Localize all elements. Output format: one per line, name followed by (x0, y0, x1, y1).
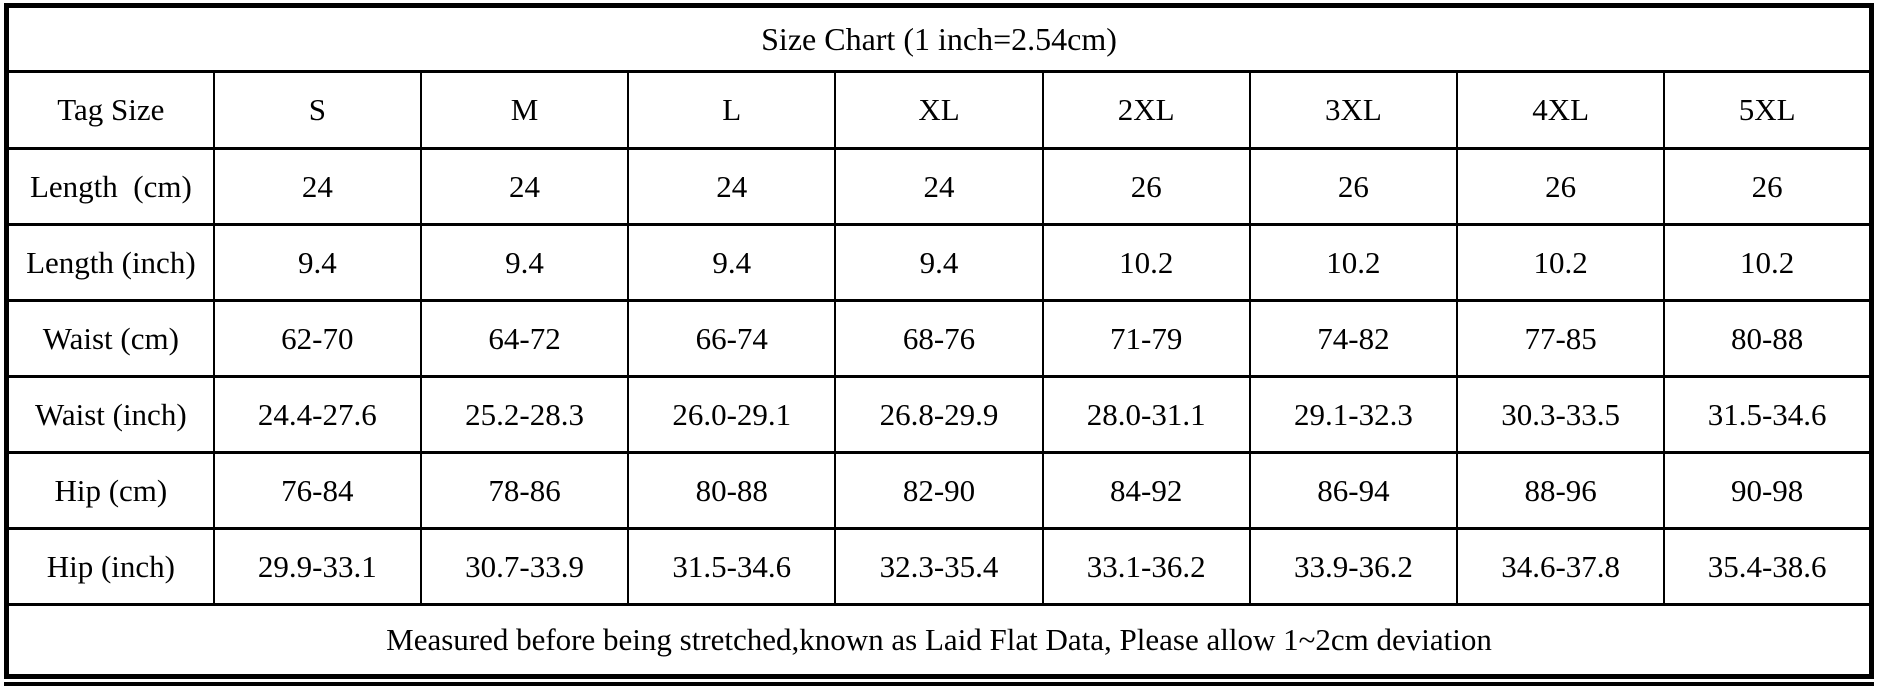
column-header-xl: XL (834, 70, 1044, 150)
size-value-cell: 62-70 (212, 299, 422, 378)
table-row-hip-cm: Hip (cm) 76-84 78-86 80-88 82-90 84-92 8… (5, 451, 1873, 530)
size-value-cell: 64-72 (419, 299, 630, 378)
size-value-cell: 26 (1248, 147, 1459, 226)
size-value-cell: 88-96 (1456, 451, 1666, 530)
size-value-cell: 10.2 (1041, 223, 1251, 302)
size-value-cell: 9.4 (419, 223, 630, 302)
table-row-length-cm: Length (cm) 24 24 24 24 26 26 26 26 (5, 147, 1873, 226)
column-header-2xl: 2XL (1041, 70, 1251, 150)
row-label: Hip (cm) (5, 451, 215, 530)
size-value-cell: 34.6-37.8 (1456, 527, 1666, 606)
table-row-title: Size Chart (1 inch=2.54cm) (5, 4, 1873, 73)
size-value-cell: 10.2 (1248, 223, 1459, 302)
column-header-s: S (212, 70, 422, 150)
table-row-waist-cm: Waist (cm) 62-70 64-72 66-74 68-76 71-79… (5, 299, 1873, 378)
row-label: Length (cm) (5, 147, 215, 226)
table-header-row: Tag Size S M L XL 2XL 3XL 4XL 5XL (5, 70, 1873, 150)
size-value-cell: 33.1-36.2 (1041, 527, 1251, 606)
size-value-cell: 24 (419, 147, 630, 226)
size-value-cell: 29.1-32.3 (1248, 375, 1459, 454)
size-value-cell: 74-82 (1248, 299, 1459, 378)
size-value-cell: 80-88 (627, 451, 837, 530)
bottom-double-border-line (4, 682, 1874, 686)
size-value-cell: 33.9-36.2 (1248, 527, 1459, 606)
size-value-cell: 68-76 (834, 299, 1044, 378)
size-value-cell: 24.4-27.6 (212, 375, 422, 454)
size-value-cell: 82-90 (834, 451, 1044, 530)
size-value-cell: 76-84 (212, 451, 422, 530)
size-value-cell: 78-86 (419, 451, 630, 530)
row-label: Waist (inch) (5, 375, 215, 454)
size-value-cell: 86-94 (1248, 451, 1459, 530)
column-header-5xl: 5XL (1663, 70, 1873, 150)
size-value-cell: 30.3-33.5 (1456, 375, 1666, 454)
column-header-3xl: 3XL (1248, 70, 1459, 150)
size-value-cell: 9.4 (627, 223, 837, 302)
size-value-cell: 24 (627, 147, 837, 226)
size-value-cell: 80-88 (1663, 299, 1873, 378)
column-header-tag-size: Tag Size (5, 70, 215, 150)
size-value-cell: 31.5-34.6 (1663, 375, 1873, 454)
size-value-cell: 28.0-31.1 (1041, 375, 1251, 454)
size-value-cell: 90-98 (1663, 451, 1873, 530)
size-value-cell: 30.7-33.9 (419, 527, 630, 606)
size-value-cell: 24 (212, 147, 422, 226)
size-chart-title: Size Chart (1 inch=2.54cm) (5, 4, 1873, 73)
size-value-cell: 35.4-38.6 (1663, 527, 1873, 606)
size-value-cell: 26.0-29.1 (627, 375, 837, 454)
table-row-footnote: Measured before being stretched,known as… (5, 603, 1873, 678)
size-value-cell: 66-74 (627, 299, 837, 378)
table-row-length-inch: Length (inch) 9.4 9.4 9.4 9.4 10.2 10.2 … (5, 223, 1873, 302)
size-value-cell: 9.4 (212, 223, 422, 302)
size-value-cell: 25.2-28.3 (419, 375, 630, 454)
measurement-note: Measured before being stretched,known as… (5, 603, 1873, 678)
size-chart-table: Size Chart (1 inch=2.54cm) Tag Size S M … (4, 3, 1874, 679)
column-header-l: L (627, 70, 837, 150)
column-header-m: M (419, 70, 630, 150)
size-value-cell: 26 (1456, 147, 1666, 226)
size-value-cell: 29.9-33.1 (212, 527, 422, 606)
size-value-cell: 31.5-34.6 (627, 527, 837, 606)
size-value-cell: 84-92 (1041, 451, 1251, 530)
size-value-cell: 9.4 (834, 223, 1044, 302)
table-row-waist-inch: Waist (inch) 24.4-27.6 25.2-28.3 26.0-29… (5, 375, 1873, 454)
size-value-cell: 10.2 (1456, 223, 1666, 302)
size-value-cell: 26 (1663, 147, 1873, 226)
row-label: Hip (inch) (5, 527, 215, 606)
table-row-hip-inch: Hip (inch) 29.9-33.1 30.7-33.9 31.5-34.6… (5, 527, 1873, 606)
size-value-cell: 26 (1041, 147, 1251, 226)
row-label: Waist (cm) (5, 299, 215, 378)
column-header-4xl: 4XL (1456, 70, 1666, 150)
size-value-cell: 71-79 (1041, 299, 1251, 378)
size-value-cell: 24 (834, 147, 1044, 226)
size-value-cell: 77-85 (1456, 299, 1666, 378)
size-value-cell: 26.8-29.9 (834, 375, 1044, 454)
size-value-cell: 10.2 (1663, 223, 1873, 302)
row-label: Length (inch) (5, 223, 215, 302)
size-value-cell: 32.3-35.4 (834, 527, 1044, 606)
